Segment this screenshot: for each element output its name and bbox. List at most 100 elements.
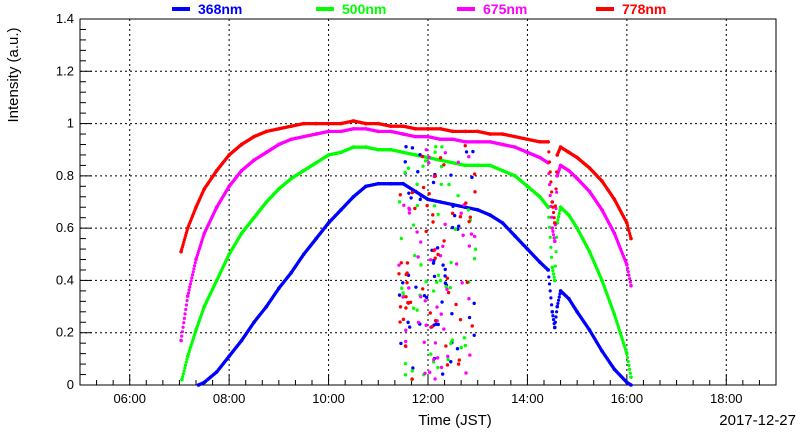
data-point [339, 208, 343, 212]
data-point [404, 272, 408, 277]
data-point [488, 213, 492, 217]
x-axis: 06:00 08:00 10:00 12:00 14:00 16:00 18:00 [79, 375, 777, 406]
data-point [551, 318, 556, 322]
data-point [434, 322, 438, 326]
data-point [376, 129, 381, 134]
data-point [432, 274, 437, 279]
data-point [401, 124, 405, 128]
data-point [471, 149, 475, 154]
data-point [451, 204, 455, 209]
data-point [553, 320, 557, 324]
data-point [468, 215, 473, 219]
series-778nm [179, 119, 633, 254]
data-point [549, 296, 553, 300]
data-point [192, 267, 196, 271]
data-point [463, 163, 468, 168]
data-point [194, 205, 198, 210]
data-point [427, 155, 431, 159]
data-point [555, 190, 559, 194]
data-point [191, 270, 195, 274]
data-point [301, 252, 306, 257]
data-point [556, 215, 561, 219]
data-point [475, 208, 480, 212]
data-point [558, 292, 562, 296]
data-point [426, 197, 430, 202]
data-point [558, 208, 562, 212]
data-point [440, 145, 444, 149]
data-point [431, 213, 435, 217]
data-point [612, 312, 617, 317]
data-point [239, 142, 244, 147]
data-point [462, 336, 467, 340]
data-point [351, 145, 356, 149]
data-point [401, 291, 405, 295]
data-point [488, 163, 492, 168]
data-point [227, 153, 231, 157]
grid [80, 18, 776, 385]
data-point [418, 197, 422, 202]
data-point [419, 263, 423, 267]
data-point [513, 134, 517, 139]
data-point [415, 203, 420, 208]
data-point [441, 244, 445, 249]
data-point [411, 306, 416, 310]
data-point [227, 252, 231, 257]
data-point [404, 306, 408, 310]
y-tick-label: 1 [67, 116, 74, 131]
legend-label: 675nm [483, 1, 527, 17]
data-point [472, 257, 477, 261]
data-point [326, 221, 331, 225]
data-point [185, 226, 190, 230]
data-point [549, 245, 553, 249]
data-point [557, 295, 561, 299]
data-point [555, 235, 559, 239]
series-368nm [196, 181, 633, 387]
data-point [410, 146, 415, 150]
data-point [416, 255, 420, 259]
data-point [397, 263, 401, 267]
data-point [463, 140, 468, 144]
data-point [552, 325, 557, 330]
data-point [364, 184, 368, 189]
data-point [181, 325, 185, 329]
data-point [410, 377, 414, 381]
data-point [600, 179, 604, 183]
data-point [351, 194, 356, 199]
data-point [552, 236, 556, 240]
data-point [525, 247, 530, 251]
data-point [186, 291, 191, 295]
data-point [429, 352, 433, 356]
data-point [422, 340, 426, 344]
data-point [547, 215, 551, 219]
data-point [190, 273, 195, 277]
data-point [426, 127, 430, 131]
data-point [442, 327, 446, 331]
data-point [443, 267, 447, 272]
data-point [575, 176, 579, 181]
data-point [626, 270, 630, 274]
data-point [548, 235, 552, 239]
data-point [433, 256, 437, 260]
data-point [423, 371, 427, 375]
data-point [399, 341, 403, 346]
data-point [439, 164, 444, 169]
data-point [467, 297, 471, 301]
data-point [182, 321, 186, 325]
data-point [550, 265, 555, 270]
data-point [196, 383, 201, 387]
data-point [547, 150, 551, 154]
data-point [552, 278, 557, 283]
data-point [538, 260, 542, 264]
data-point [403, 344, 408, 348]
data-point [339, 121, 343, 126]
data-point [450, 311, 454, 316]
data-point [180, 334, 184, 338]
x-tick-label: 06:00 [113, 391, 146, 406]
data-point [415, 182, 419, 187]
data-point [415, 230, 419, 234]
data-point [500, 221, 505, 225]
data-point [628, 234, 632, 238]
data-point [458, 215, 463, 219]
y-axis-title: Intensity (a.u.) [5, 27, 22, 122]
